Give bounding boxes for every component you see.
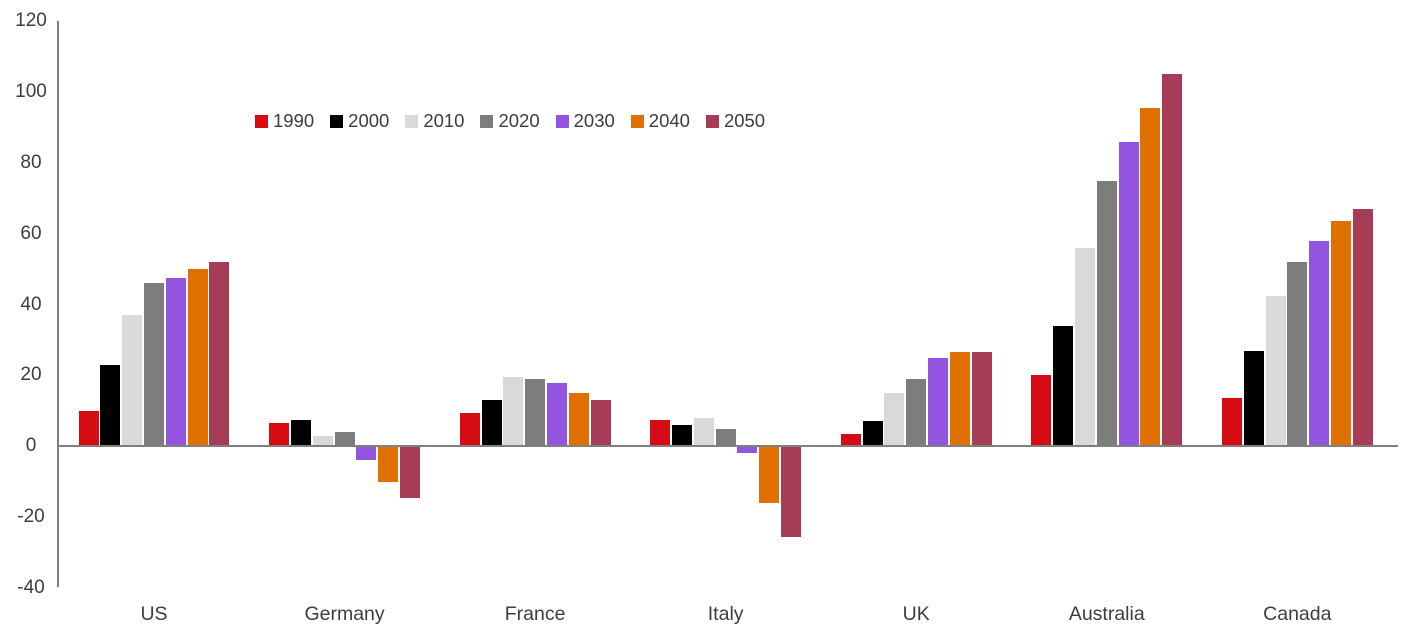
bar-1990-UK — [840, 433, 861, 447]
x-category-label-US: US — [140, 603, 168, 625]
bar-2040-Australia — [1140, 107, 1161, 447]
bar-2030-US — [165, 277, 186, 447]
y-tick-label-40: 40 — [20, 293, 42, 315]
legend-label: 2020 — [498, 110, 540, 131]
bar-2020-Canada — [1287, 262, 1308, 447]
legend-item-2040: 2040 — [630, 110, 690, 131]
bar-1990-Canada — [1221, 398, 1242, 447]
legend-label: 2040 — [648, 110, 690, 131]
legend-item-2000: 2000 — [330, 110, 390, 131]
bar-2020-Germany — [334, 432, 355, 447]
legend-item-2010: 2010 — [405, 110, 465, 131]
bar-2050-Germany — [399, 446, 420, 498]
bar-2030-UK — [928, 357, 948, 447]
legend-label: 1990 — [273, 110, 315, 131]
legend-item-2030: 2030 — [555, 110, 615, 131]
y-tick-label-80: 80 — [20, 151, 42, 173]
x-category-label-France: France — [504, 603, 566, 625]
legend-swatch-icon — [555, 114, 569, 128]
bar-2010-Germany — [312, 435, 333, 447]
y-tick-label-60: 60 — [20, 222, 42, 244]
bar-2010-Australia — [1074, 247, 1095, 447]
y-tick-label--40: -40 — [17, 577, 45, 599]
legend-item-2050: 2050 — [705, 110, 766, 131]
y-tick-label-100: 100 — [15, 80, 47, 102]
bar-2000-Canada — [1243, 350, 1264, 447]
bar-2040-US — [187, 269, 208, 447]
bar-1990-Germany — [269, 423, 290, 447]
legend-swatch-icon — [480, 114, 494, 128]
bar-2010-France — [503, 377, 524, 447]
legend-swatch-icon — [330, 114, 344, 128]
bar-2030-Australia — [1118, 141, 1139, 447]
bar-2050-Italy — [781, 446, 802, 537]
bar-2000-UK — [862, 421, 883, 447]
legend-label: 2000 — [348, 110, 390, 131]
bar-2010-UK — [884, 393, 905, 447]
bar-1990-Italy — [650, 419, 671, 447]
bar-2040-Germany — [378, 446, 399, 482]
y-tick-label-0: 0 — [25, 435, 37, 457]
bar-2000-Australia — [1053, 325, 1074, 447]
x-category-label-Canada: Canada — [1263, 603, 1332, 625]
legend-swatch-icon — [630, 114, 644, 128]
bar-2040-Canada — [1330, 221, 1351, 447]
legend-swatch-icon — [405, 114, 419, 128]
bar-2000-France — [481, 400, 502, 447]
legend-swatch-icon — [705, 114, 719, 128]
bar-2040-Italy — [759, 446, 780, 503]
x-category-label-Italy: Italy — [707, 603, 744, 625]
y-axis-line — [57, 21, 59, 587]
bar-2020-UK — [906, 378, 927, 447]
bar-2010-Canada — [1265, 295, 1286, 447]
x-category-label-UK: UK — [902, 603, 930, 625]
bar-2030-Canada — [1309, 240, 1330, 447]
bar-1990-US — [78, 410, 99, 447]
bar-2030-Italy — [737, 446, 758, 454]
bar-2010-US — [122, 315, 143, 447]
bar-2050-Canada — [1352, 208, 1373, 447]
bar-2030-Germany — [356, 446, 377, 461]
bar-2040-France — [568, 393, 589, 447]
bar-2020-Italy — [715, 428, 736, 447]
y-tick-label--20: -20 — [17, 506, 45, 528]
bar-2050-Australia — [1162, 74, 1183, 447]
y-tick-label-120: 120 — [15, 10, 47, 32]
bar-2030-France — [546, 382, 567, 447]
legend-label: 2030 — [573, 110, 615, 131]
bar-2020-France — [525, 378, 546, 447]
bar-2050-UK — [971, 352, 992, 447]
bar-2000-US — [100, 364, 121, 447]
legend-item-2020: 2020 — [480, 110, 540, 131]
bar-1990-Australia — [1031, 375, 1052, 447]
bar-2050-France — [590, 400, 611, 447]
bar-2020-Australia — [1096, 180, 1117, 447]
legend-swatch-icon — [255, 114, 268, 128]
y-tick-label-20: 20 — [20, 364, 42, 386]
legend: 1990 2000 2010 2020 2030 2040 2050 — [255, 110, 766, 131]
legend-label: 2050 — [723, 110, 766, 131]
bar-2010-Italy — [693, 417, 714, 447]
bar-2000-Germany — [290, 419, 311, 447]
zero-baseline — [57, 445, 1398, 447]
bar-1990-France — [459, 412, 480, 447]
bar-2050-US — [209, 262, 230, 447]
x-category-label-Australia: Australia — [1068, 603, 1145, 625]
bar-2020-US — [144, 283, 164, 447]
bar-2000-Italy — [672, 425, 693, 447]
legend-label: 2010 — [423, 110, 465, 131]
x-category-label-Germany: Germany — [304, 603, 385, 625]
bar-2040-UK — [949, 352, 970, 447]
legend-item-1990: 1990 — [255, 110, 315, 131]
